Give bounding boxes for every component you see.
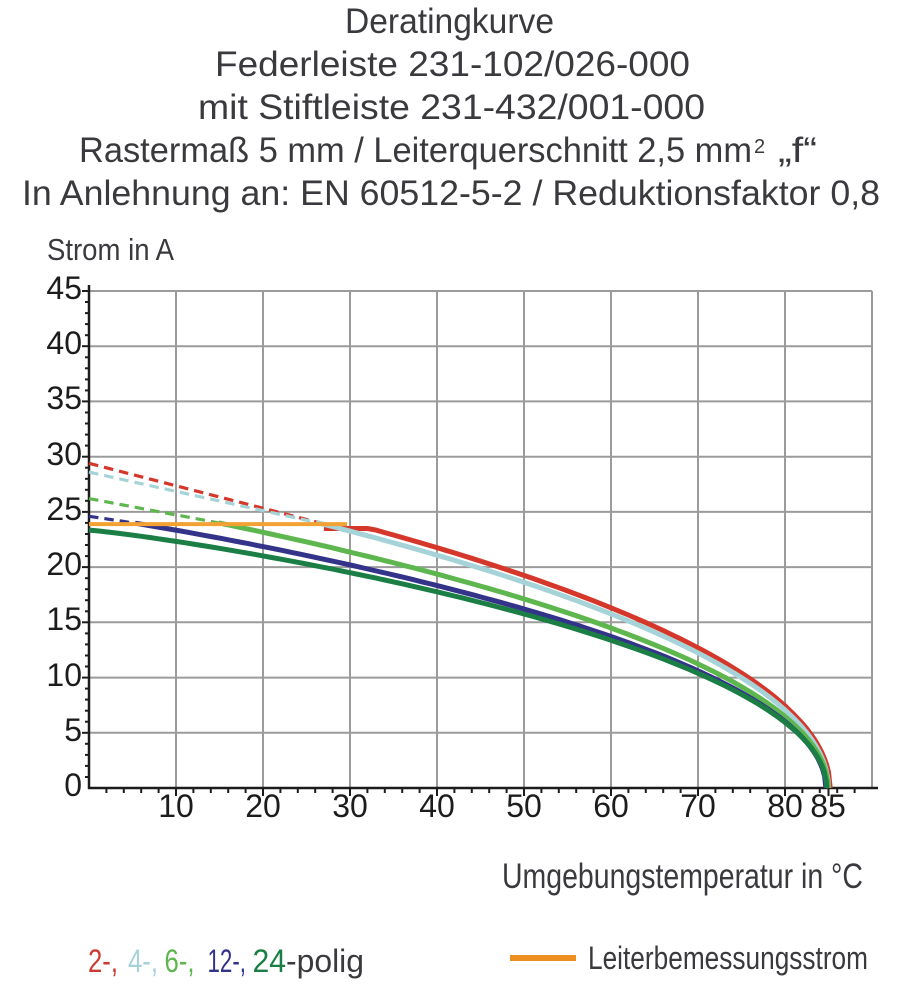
svg-text:Leiterbemessungsstrom: Leiterbemessungsstrom: [588, 940, 868, 976]
svg-text:85: 85: [810, 788, 846, 824]
svg-text:10: 10: [46, 657, 82, 693]
svg-text:40: 40: [46, 325, 82, 361]
svg-text:35: 35: [46, 380, 82, 416]
svg-text:„f“: „f“: [778, 131, 817, 170]
svg-text:6-,: 6-,: [165, 943, 195, 979]
svg-text:2-,: 2-,: [88, 943, 118, 979]
svg-text:mit Stiftleiste 231-432/001-00: mit Stiftleiste 231-432/001-000: [198, 88, 705, 127]
svg-text:0: 0: [64, 767, 82, 803]
svg-text:30: 30: [332, 788, 368, 824]
svg-text:20: 20: [245, 788, 281, 824]
svg-text:30: 30: [46, 436, 82, 472]
svg-text:-polig: -polig: [286, 943, 364, 979]
svg-text:60: 60: [593, 788, 629, 824]
svg-text:50: 50: [506, 788, 542, 824]
svg-text:45: 45: [46, 270, 82, 306]
svg-text:40: 40: [419, 788, 455, 824]
svg-text:Rastermaß 5 mm / Leiterquersch: Rastermaß 5 mm / Leiterquerschnitt 2,5 m…: [79, 131, 752, 170]
svg-text:Deratingkurve: Deratingkurve: [345, 2, 554, 41]
svg-text:Umgebungstemperatur in °C: Umgebungstemperatur in °C: [502, 857, 863, 896]
svg-text:20: 20: [46, 546, 82, 582]
svg-text:Federleiste 231-102/026-000: Federleiste 231-102/026-000: [215, 45, 690, 84]
svg-text:24: 24: [253, 943, 287, 979]
svg-text:5: 5: [64, 712, 82, 748]
svg-text:10: 10: [158, 788, 194, 824]
svg-text:2: 2: [754, 136, 765, 158]
svg-text:80: 80: [767, 788, 803, 824]
svg-text:70: 70: [680, 788, 716, 824]
svg-text:Strom in A: Strom in A: [47, 232, 174, 267]
svg-text:In Anlehnung an: EN 60512-5-2: In Anlehnung an: EN 60512-5-2 / Reduktio…: [22, 174, 880, 213]
svg-text:25: 25: [46, 491, 82, 527]
svg-text:15: 15: [46, 601, 82, 637]
svg-text:12-,: 12-,: [208, 943, 247, 979]
svg-text:4-,: 4-,: [128, 943, 158, 979]
